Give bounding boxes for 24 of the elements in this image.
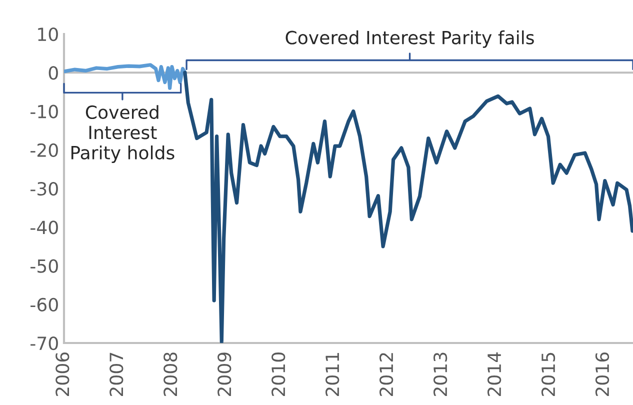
x-tick-label: 2007 bbox=[110, 352, 124, 396]
x-tick-label: 2012 bbox=[379, 353, 394, 396]
annotation: Covered Interest Parity fails bbox=[286, 30, 534, 48]
x-tick-label: 2016 bbox=[595, 352, 610, 396]
x-tick-label: 2006 bbox=[56, 352, 70, 396]
y-tick-label: -10 bbox=[30, 104, 58, 118]
x-tick-label: 2014 bbox=[487, 352, 502, 396]
y-tick-label: -70 bbox=[30, 336, 58, 350]
line-series bbox=[64, 63, 187, 90]
y-tick-label: 0 bbox=[48, 66, 58, 80]
x-tick-label: 2010 bbox=[272, 352, 286, 396]
annotation: Covered Interest Parity holds bbox=[71, 105, 174, 163]
x-tick-label: 2009 bbox=[218, 352, 232, 396]
y-tick-label: -30 bbox=[30, 182, 58, 196]
line-series bbox=[183, 70, 633, 343]
y-tick-label: -20 bbox=[30, 143, 58, 157]
x-tick-label: 2015 bbox=[541, 352, 556, 396]
y-tick-label: -60 bbox=[30, 298, 58, 312]
x-tick-label: 2011 bbox=[326, 353, 340, 396]
y-tick-label: -50 bbox=[30, 259, 58, 273]
y-tick-label: 10 bbox=[38, 27, 58, 42]
x-tick-label: 2013 bbox=[433, 352, 448, 396]
y-tick-label: -40 bbox=[30, 220, 58, 234]
x-tick-label: 2008 bbox=[164, 352, 178, 396]
